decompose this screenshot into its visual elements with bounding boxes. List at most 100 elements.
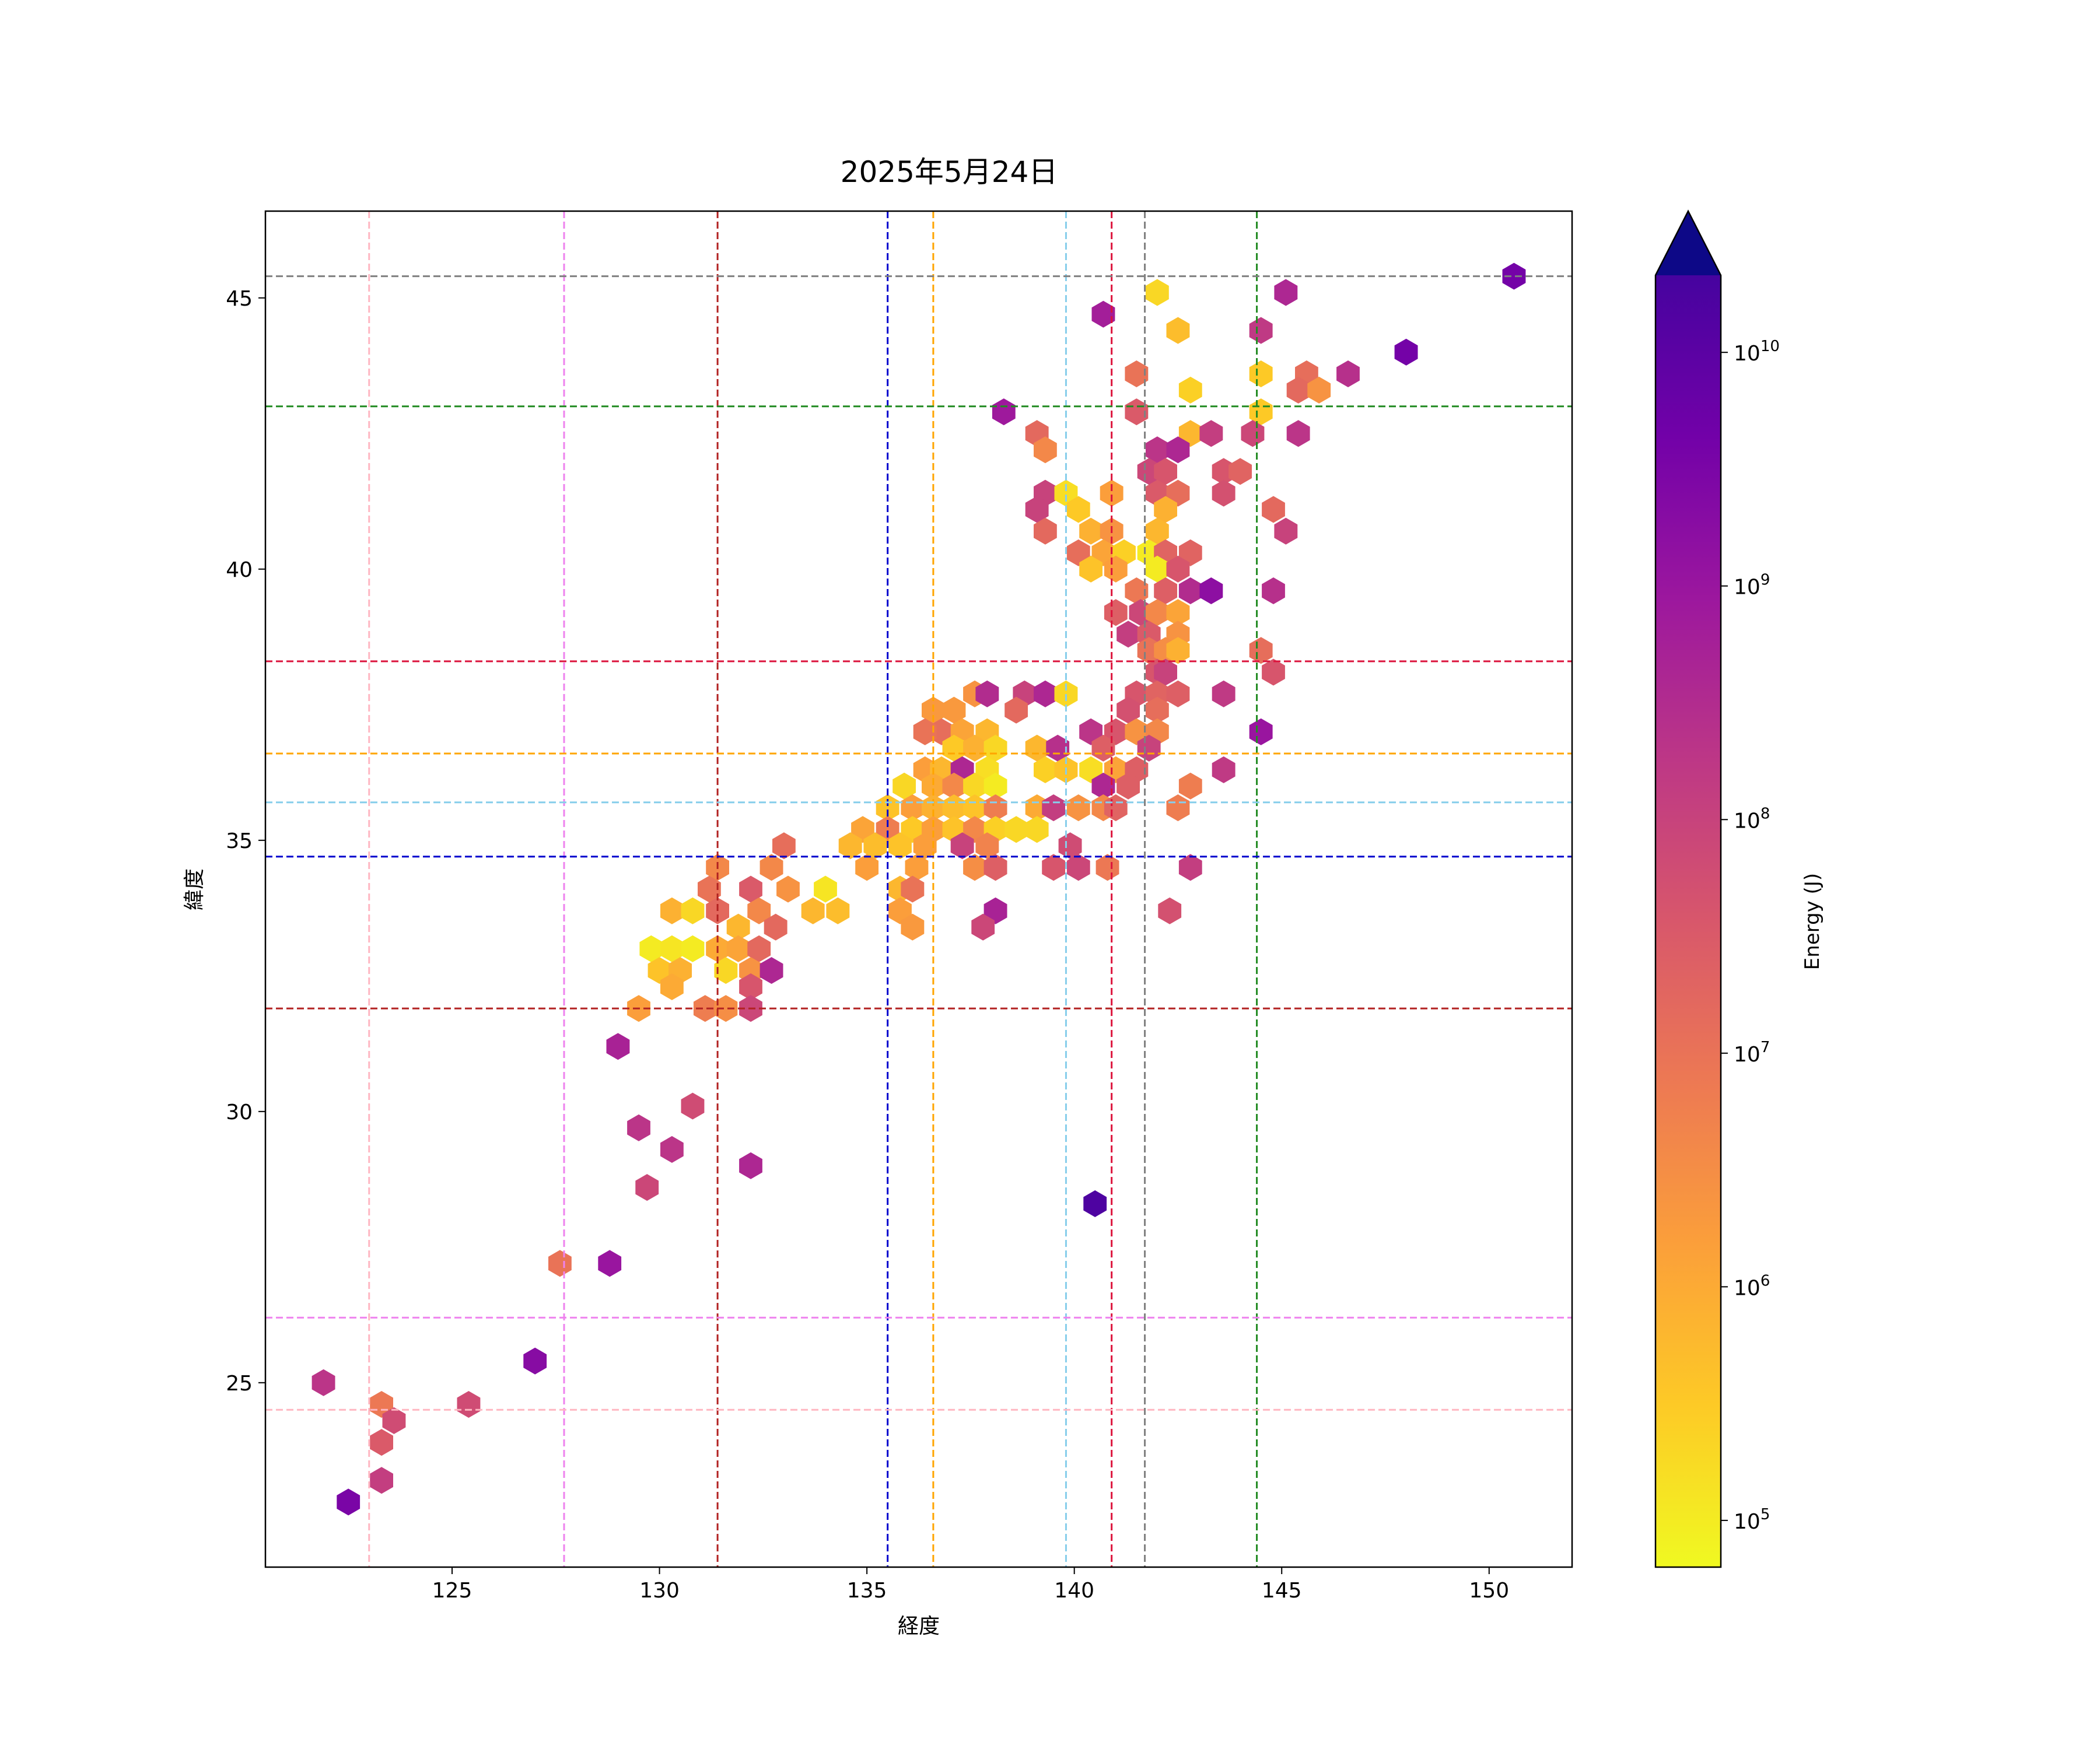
hex-cell <box>971 913 995 941</box>
hex-cell <box>1166 317 1190 344</box>
hex-cell <box>1249 718 1273 745</box>
hex-cell <box>1166 637 1190 664</box>
x-axis-label: 経度 <box>898 1614 940 1638</box>
hex-cell <box>1137 734 1161 762</box>
x-tick-label: 145 <box>1262 1579 1302 1603</box>
hex-cell <box>801 897 825 924</box>
hex-cell <box>382 1407 406 1434</box>
colorbar-outline <box>1654 209 1722 1568</box>
colorbar-extend-arrow <box>1656 211 1721 275</box>
hex-cell <box>1166 794 1190 821</box>
hex-cell <box>1158 897 1182 924</box>
hex-cell <box>598 1250 622 1277</box>
hex-cell <box>1166 555 1190 583</box>
hex-cell <box>826 897 850 924</box>
hex-cell <box>863 832 887 860</box>
hex-cell <box>1178 376 1202 404</box>
hex-cell <box>1178 772 1202 800</box>
colorbar-tick-label: 106 <box>1734 1272 1770 1300</box>
y-tick-label: 35 <box>226 829 253 853</box>
hex-cell <box>776 875 800 903</box>
hex-cell <box>1146 599 1169 626</box>
hex-cell <box>1228 458 1252 485</box>
hex-cell <box>963 734 986 762</box>
hex-cell <box>1394 338 1418 366</box>
x-tick-label: 140 <box>1054 1579 1094 1603</box>
hex-cell <box>992 398 1016 426</box>
y-tick-label: 40 <box>226 558 253 582</box>
hex-cell <box>1166 599 1190 626</box>
hex-cell <box>1046 734 1070 762</box>
hex-cell <box>1286 420 1310 447</box>
hex-cell <box>1178 577 1202 604</box>
hex-cell <box>892 772 916 800</box>
hex-cell <box>901 794 925 821</box>
hex-cell <box>1034 680 1057 707</box>
hex-cell <box>1058 832 1082 860</box>
hex-cell <box>747 897 771 924</box>
hex-cell <box>1146 279 1169 306</box>
y-axis: 25 30 35 40 45 <box>226 287 265 1396</box>
hex-cell <box>1066 794 1090 821</box>
hex-cell <box>1502 262 1526 290</box>
hex-cell <box>1096 854 1119 881</box>
hex-cell <box>975 680 999 707</box>
hex-cell <box>838 832 862 860</box>
colorbar-tick-exponent: 7 <box>1760 1039 1770 1056</box>
hex-cell <box>714 957 738 984</box>
hex-cell <box>681 897 705 924</box>
hex-cell <box>1166 680 1190 707</box>
hex-cell <box>606 1033 630 1060</box>
hex-cell <box>901 913 925 941</box>
hex-cell <box>1125 577 1149 604</box>
hex-cell <box>1154 496 1177 523</box>
hex-cell <box>1249 398 1273 426</box>
hex-cell <box>1025 816 1049 843</box>
colorbar-tick-exponent: 5 <box>1760 1506 1770 1523</box>
hex-cell <box>1054 680 1078 707</box>
hex-cell <box>963 772 986 800</box>
x-tick-label: 125 <box>432 1579 473 1603</box>
hex-cell <box>764 913 788 941</box>
hex-cell <box>814 875 837 903</box>
hex-cell <box>1083 1190 1107 1217</box>
colorbar-tick-exponent: 6 <box>1760 1272 1770 1290</box>
hex-cell <box>457 1391 481 1418</box>
hex-cell <box>963 794 986 821</box>
hex-cell <box>1212 756 1236 783</box>
hex-cell <box>1034 436 1057 464</box>
y-tick-label: 25 <box>226 1372 253 1396</box>
colorbar-tick-label: 108 <box>1734 805 1770 833</box>
hex-cell <box>1079 517 1102 545</box>
hex-cell <box>1146 555 1169 583</box>
hex-cell <box>1249 317 1273 344</box>
colorbar-tick-label: 1010 <box>1734 338 1780 366</box>
hex-cell <box>1154 577 1177 604</box>
hex-cell <box>888 832 912 860</box>
hex-cell <box>523 1347 547 1375</box>
x-tick-label: 150 <box>1469 1579 1509 1603</box>
hex-cell <box>739 875 762 903</box>
hex-cell <box>1091 772 1115 800</box>
hex-cell <box>905 854 929 881</box>
hex-cell <box>942 794 966 821</box>
hex-cell <box>681 1092 705 1120</box>
y-tick-label: 45 <box>226 287 253 311</box>
hex-cell <box>1262 658 1285 686</box>
hex-cell <box>1249 637 1273 664</box>
hex-cell <box>747 935 771 962</box>
hex-cell <box>760 957 783 984</box>
hex-cell <box>1146 696 1169 724</box>
hex-cell <box>1166 436 1190 464</box>
hex-cell <box>922 772 945 800</box>
hexbin-cells <box>312 262 1526 1516</box>
hex-cell <box>1146 517 1169 545</box>
hex-cell <box>1116 696 1140 724</box>
hex-cell <box>1241 420 1265 447</box>
hex-cell <box>1104 794 1128 821</box>
hex-cell <box>1307 376 1331 404</box>
hex-cell <box>1005 816 1028 843</box>
hex-cell <box>1274 517 1298 545</box>
hex-cell <box>913 832 937 860</box>
